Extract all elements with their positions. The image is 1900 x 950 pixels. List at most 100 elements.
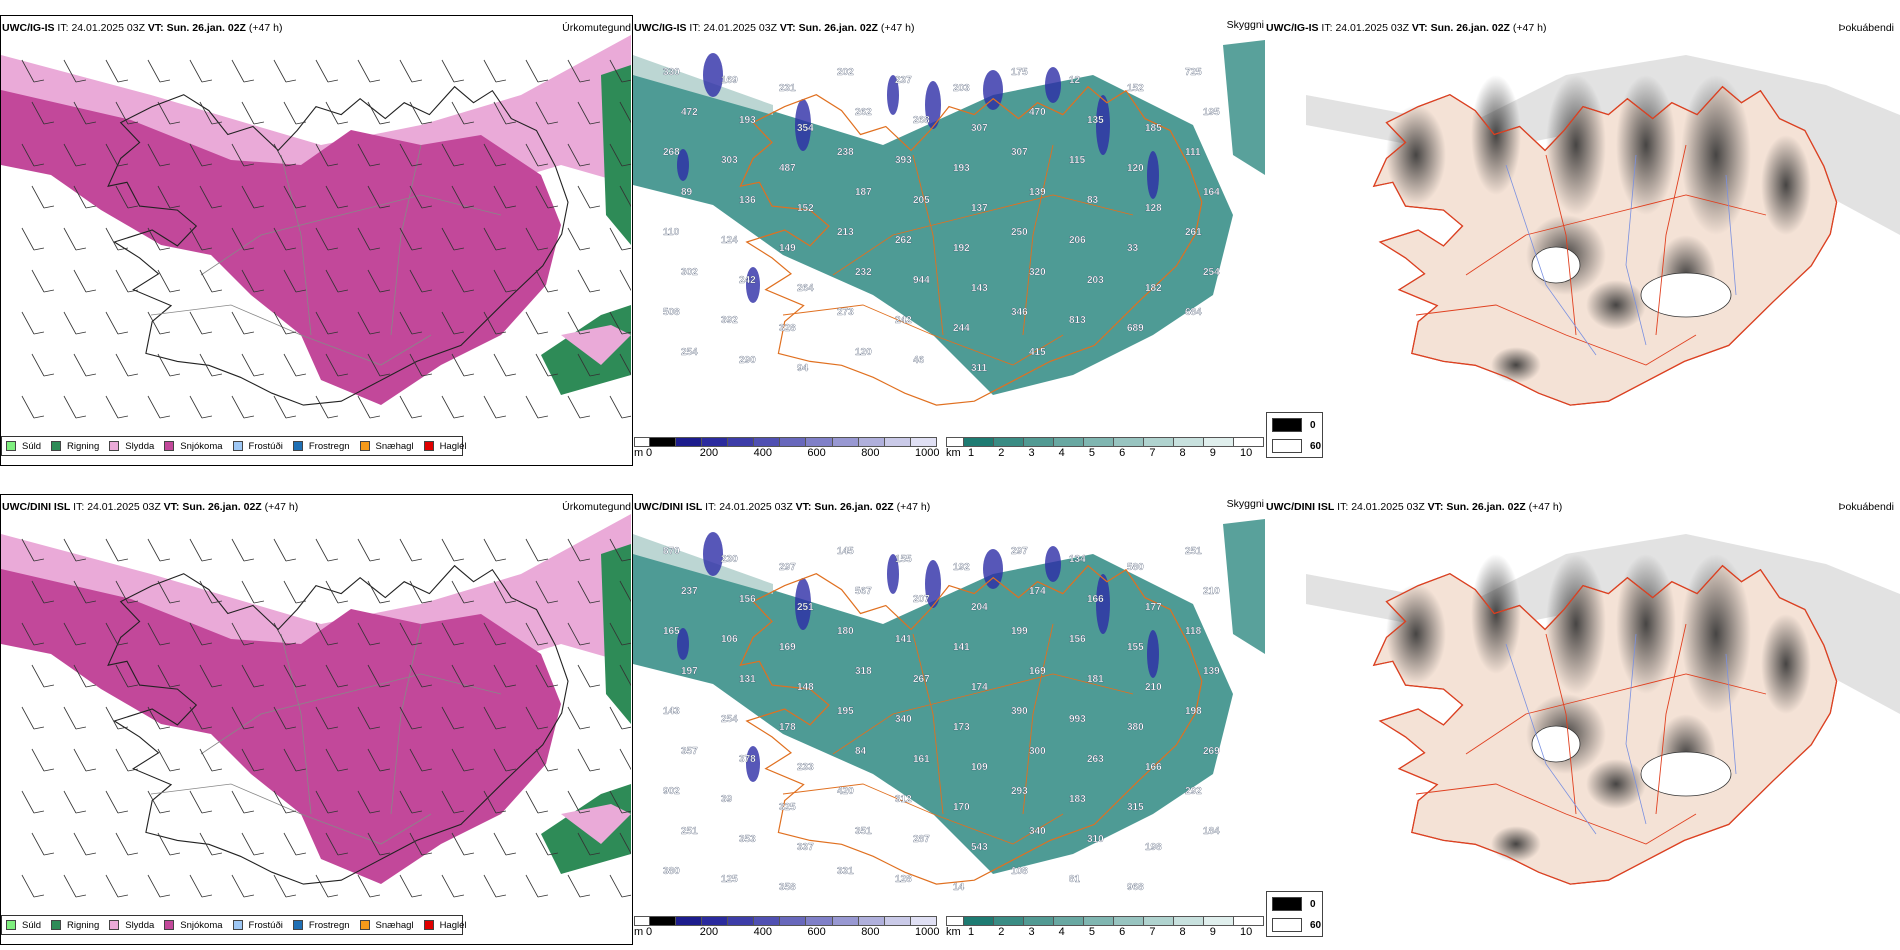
cloudbase-label: 141 xyxy=(953,642,970,653)
cloudbase-label: 33 xyxy=(1127,243,1139,254)
cloudbase-label: 169 xyxy=(721,75,738,86)
cloudbase-label: 415 xyxy=(1029,347,1046,358)
vt-label: VT: xyxy=(779,22,796,34)
cloudbase-label: 124 xyxy=(721,235,738,246)
wind-barb xyxy=(367,101,391,125)
wind-barb xyxy=(619,664,631,687)
wind-barb xyxy=(483,311,507,335)
cloudbase-label: 181 xyxy=(1087,674,1104,685)
wind-barb xyxy=(273,538,297,562)
panel-header: UWC/IG-IS IT: 24.01.2025 03Z VT: Sun. 26… xyxy=(634,19,1264,35)
cloud-panel-header: UWC/IG-IS IT: 24.01.2025 03Z VT: Sun. 26… xyxy=(632,15,1266,35)
visibility-cloudbase-map[interactable]: 870 230 297 145 155 192 297 134 580 251 237 156 251 5… xyxy=(633,514,1265,912)
wind-barb xyxy=(577,185,601,209)
wind-barb xyxy=(189,874,213,898)
color-bar-segment xyxy=(649,917,676,925)
vt-value: Sun. 26.jan. 02Z xyxy=(1446,501,1526,513)
cloudbase-label: 237 xyxy=(895,75,912,86)
wind-barb xyxy=(21,311,45,335)
wind-barb xyxy=(315,395,339,419)
coastline xyxy=(107,85,569,406)
wind-barb xyxy=(567,59,591,83)
panel-header: UWC/DINI ISL IT: 24.01.2025 03Z VT: Sun.… xyxy=(634,498,1264,514)
wind-barb xyxy=(535,101,559,125)
wind-barb xyxy=(147,143,171,167)
wind-barb xyxy=(147,395,171,419)
low-cloudbase-patch xyxy=(677,149,689,181)
wind-barb xyxy=(567,227,591,251)
wind-barb xyxy=(241,269,265,293)
fog-index-patch xyxy=(1386,584,1446,684)
it-label: IT: xyxy=(689,22,701,34)
low-visibility-area xyxy=(1223,40,1265,175)
wind-barb xyxy=(609,311,631,335)
color-bar-segment xyxy=(963,438,994,446)
cloudbase-label: 254 xyxy=(681,347,698,358)
scale-tick-label: 7 xyxy=(1149,926,1156,938)
cloudbase-label: 202 xyxy=(837,67,854,78)
fog-map-svg xyxy=(1306,534,1900,885)
color-bar-segment xyxy=(1143,917,1174,925)
cloudbase-label: 254 xyxy=(1203,267,1220,278)
color-bar-segment xyxy=(754,438,781,446)
wind-barb xyxy=(577,101,601,125)
fog-legend: 0 60 xyxy=(1266,412,1323,458)
wind-barb xyxy=(619,580,631,603)
wind-barb xyxy=(535,832,559,856)
wind-barb xyxy=(73,353,97,377)
sleet-area xyxy=(561,325,631,365)
wind-barb xyxy=(493,185,517,209)
cloudbase-label: 177 xyxy=(1145,602,1162,613)
wind-barb xyxy=(567,143,591,167)
cloudbase-label: 689 xyxy=(1127,323,1144,334)
color-bar-segment xyxy=(754,917,781,925)
cloudbase-label: 287 xyxy=(913,834,930,845)
scale-tick-label: 1 xyxy=(968,926,975,938)
cloudbase-label: 149 xyxy=(779,243,796,254)
legend-item: Snæhagl xyxy=(359,441,414,452)
wind-barb xyxy=(493,664,517,688)
wind-barb xyxy=(241,185,265,209)
cloudbase-label: 152 xyxy=(797,203,814,214)
low-cloudbase-patch xyxy=(1045,67,1061,103)
cloudbase-label: 148 xyxy=(797,682,814,693)
wind-barb xyxy=(483,227,507,251)
precip-legend: Súld Rigning Slydda Snjókoma Frostúði Frostre… xyxy=(1,915,467,935)
cloudbase-label: 118 xyxy=(1185,626,1202,637)
it-value: 24.01.2025 03Z xyxy=(1351,501,1425,513)
cloudbase-label: 169 xyxy=(1029,666,1046,677)
legend-label: Frostregn xyxy=(308,919,350,931)
fog-index-map[interactable] xyxy=(1266,35,1900,433)
precip-type-map[interactable] xyxy=(1,514,631,912)
legend-label: Slydda xyxy=(125,440,155,452)
scale-tick-label: 3 xyxy=(1028,447,1035,459)
legend-label: Rigning xyxy=(67,440,100,452)
wind-barb xyxy=(535,580,559,604)
roads xyxy=(1415,144,1767,366)
wind-barb xyxy=(357,538,381,562)
legend-label: 60 xyxy=(1310,919,1322,931)
wind-barb xyxy=(105,227,129,251)
scale-unit: km xyxy=(946,447,961,459)
cloudbase-label: 152 xyxy=(1127,83,1144,94)
wind-barb xyxy=(493,269,517,293)
wind-barb xyxy=(105,311,129,335)
wind-barb xyxy=(325,748,349,772)
wind-barb xyxy=(315,227,339,251)
visibility-cloudbase-map[interactable]: 330 169 231 202 237 203 175 12 152 725 472 193 354 26… xyxy=(633,35,1265,433)
cloudbase-label: 320 xyxy=(1029,267,1046,278)
wind-barb xyxy=(189,311,213,335)
wind-barb xyxy=(73,832,97,856)
color-bar-segment xyxy=(947,917,964,925)
fog-index-patch xyxy=(1586,280,1646,330)
cloudbase-label: 174 xyxy=(971,682,988,693)
color-bar-segment xyxy=(780,438,807,446)
cloudbase-label: 206 xyxy=(1069,235,1086,246)
lead-time: (+47 h) xyxy=(1512,22,1547,34)
precip-type-map[interactable] xyxy=(1,35,631,433)
fog-layer xyxy=(1306,55,1900,406)
fog-index-map[interactable] xyxy=(1266,514,1900,912)
color-bar-segment xyxy=(1113,917,1144,925)
wind-barb xyxy=(199,664,223,688)
fog-legend-item: 0 xyxy=(1272,418,1316,432)
